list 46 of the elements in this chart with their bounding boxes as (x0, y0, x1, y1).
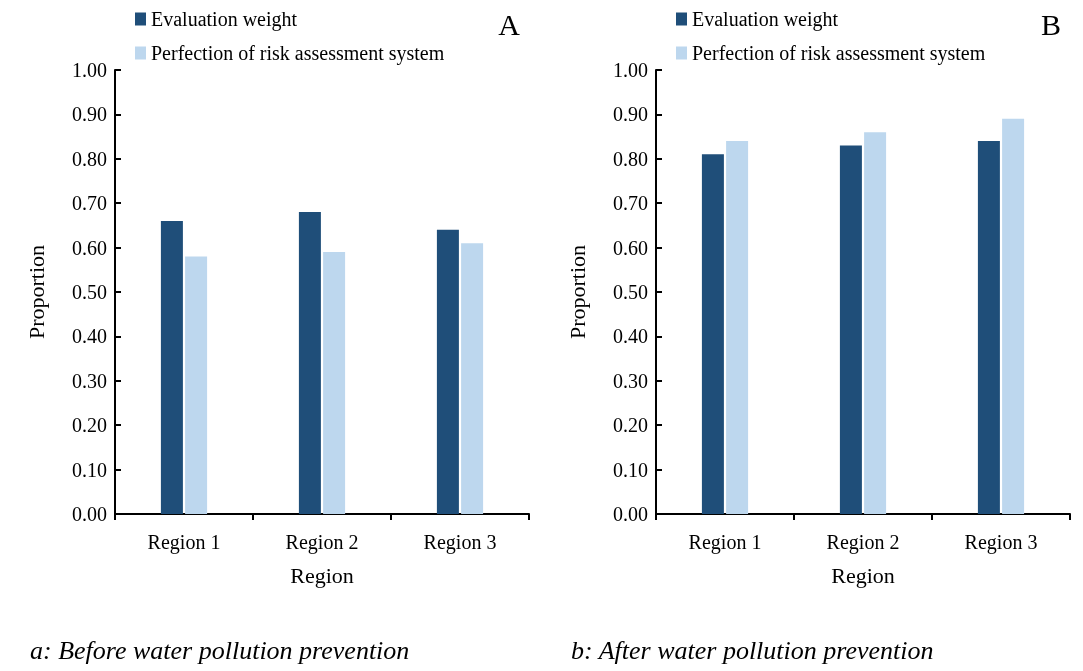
legend-label: Perfection of risk assessment system (151, 42, 445, 65)
y-tick-label: 0.30 (613, 369, 648, 392)
x-tick-label: Region 2 (826, 531, 900, 554)
x-tick-label: Region 2 (285, 531, 359, 554)
y-tick-label: 0.60 (613, 236, 648, 259)
chart-title: B (1040, 7, 1062, 41)
bar (323, 252, 346, 514)
bar (298, 212, 321, 514)
y-tick-label: 0.40 (613, 325, 648, 348)
bar (185, 256, 208, 514)
x-tick-label: Region 1 (147, 531, 221, 554)
y-tick-label: 0.00 (72, 503, 107, 525)
y-tick-label: 1.00 (613, 59, 648, 81)
y-tick-label: 0.10 (72, 458, 107, 481)
y-tick-label: 1.00 (72, 59, 107, 81)
x-tick-label: Region 1 (688, 531, 762, 554)
x-axis-title: Region (290, 562, 354, 588)
bar (160, 220, 183, 514)
bar (436, 229, 459, 514)
y-tick-label: 0.80 (72, 147, 107, 170)
y-tick-label: 0.50 (613, 281, 648, 303)
legend-label: Evaluation weight (151, 8, 298, 31)
y-tick-label: 0.50 (72, 281, 107, 303)
y-tick-label: 0.30 (72, 369, 107, 392)
y-tick-label: 0.00 (613, 503, 648, 525)
y-tick-label: 0.20 (72, 414, 107, 437)
y-tick-label: 0.60 (72, 236, 107, 259)
bar (461, 243, 484, 514)
y-tick-label: 0.20 (613, 414, 648, 437)
x-axis-title: Region (831, 562, 895, 588)
text: a: Before water pollution prevention (30, 635, 410, 665)
legend-label: Perfection of risk assessment system (692, 42, 986, 65)
y-tick-label: 0.90 (72, 103, 107, 126)
y-tick-label: 0.10 (613, 458, 648, 481)
text: b: After water pollution prevention (571, 635, 934, 665)
y-tick-label: 0.90 (613, 103, 648, 126)
y-axis-title: Proportion (23, 244, 49, 340)
y-tick-label: 0.70 (613, 192, 648, 215)
legend-label: Evaluation weight (692, 8, 839, 31)
y-axis-title: Proportion (564, 244, 590, 340)
y-tick-label: 0.70 (72, 192, 107, 215)
x-tick-label: Region 3 (964, 531, 1038, 554)
chart-title: A (498, 7, 521, 41)
x-tick-label: Region 3 (423, 531, 497, 554)
y-tick-label: 0.40 (72, 325, 107, 348)
y-tick-label: 0.80 (613, 147, 648, 170)
